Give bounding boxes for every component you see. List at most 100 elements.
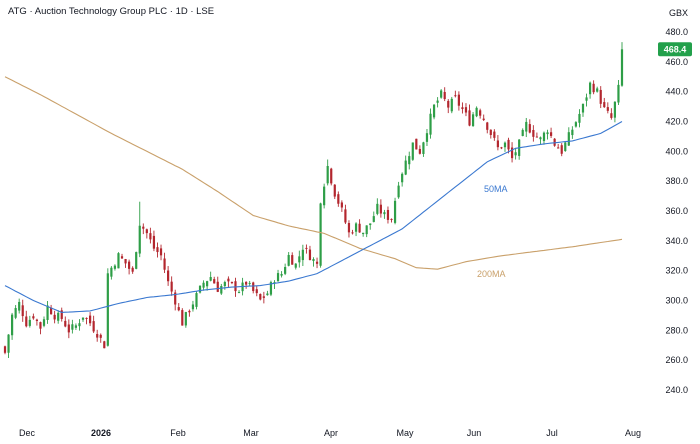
y-tick-label: 380.0 <box>665 176 688 186</box>
candle-body <box>411 142 414 160</box>
candle-body <box>106 273 109 346</box>
candle-body <box>440 90 443 98</box>
candle-body <box>308 249 312 261</box>
ma50-label: 50MA <box>484 184 508 194</box>
candle-body <box>468 110 471 126</box>
candle-body <box>408 156 411 165</box>
candle-body <box>457 94 460 106</box>
candle-body <box>252 282 255 292</box>
candle-body <box>21 305 24 317</box>
candle-body <box>432 104 436 118</box>
candle-body <box>390 218 393 220</box>
y-tick-label: 440.0 <box>665 87 688 97</box>
candle-body <box>32 316 35 319</box>
candle-body <box>532 129 535 137</box>
candle-body <box>588 82 592 95</box>
candle-body <box>340 202 343 208</box>
candle-body <box>312 259 315 262</box>
candle-body <box>525 121 528 132</box>
candle-body <box>443 91 446 100</box>
x-tick-label: Mar <box>243 428 259 438</box>
x-tick-label: May <box>396 428 414 438</box>
candle-body <box>294 263 297 268</box>
candle-body <box>415 138 418 150</box>
candle-body <box>78 323 81 327</box>
candle-body <box>319 203 322 266</box>
candle-body <box>386 209 390 220</box>
candle-body <box>539 137 542 140</box>
candle-body <box>174 292 177 305</box>
candle-body <box>237 292 241 294</box>
candle-body <box>269 282 273 295</box>
candle-body <box>418 148 421 154</box>
candle-body <box>603 102 606 108</box>
candle-body <box>298 256 301 263</box>
candle-body <box>315 261 319 264</box>
candle-body <box>436 100 439 103</box>
candle-body <box>213 279 216 284</box>
candle-body <box>617 84 620 103</box>
candle-body <box>35 319 39 321</box>
candle-body <box>372 216 375 222</box>
candle-body <box>234 281 237 292</box>
y-tick-label: 260.0 <box>665 355 688 365</box>
candle-body <box>553 138 556 146</box>
candle-body <box>25 316 28 327</box>
candle-body <box>496 140 499 148</box>
candle-body <box>596 88 599 92</box>
x-tick-label: Jul <box>546 428 558 438</box>
candle-body <box>227 278 230 282</box>
candle-body <box>422 142 425 154</box>
candle-body <box>557 147 560 149</box>
candle-body <box>528 124 531 133</box>
candle-body <box>351 232 354 234</box>
candle-body <box>145 229 148 234</box>
candle-body <box>323 186 326 206</box>
candle-body <box>305 247 308 249</box>
candle-body <box>230 282 234 284</box>
candle-body <box>347 223 351 233</box>
ma200-label: 200MA <box>477 269 506 279</box>
candle-body <box>567 132 570 146</box>
candle-body <box>124 259 127 264</box>
candle-body <box>284 267 287 274</box>
candle-body <box>376 203 379 214</box>
candle-body <box>393 200 397 223</box>
candle-body <box>156 247 159 253</box>
candle-body <box>67 324 70 333</box>
candle-body <box>142 226 145 229</box>
candle-body <box>337 194 340 204</box>
candle-body <box>170 281 173 292</box>
candle-body <box>475 107 478 117</box>
candle-body <box>464 107 468 113</box>
candle-body <box>486 122 489 130</box>
candle-body <box>362 232 365 235</box>
candle-body <box>592 83 595 93</box>
y-tick-label: 300.0 <box>665 296 688 306</box>
y-axis: 480.0 460.0 440.0 420.0 400.0 380.0 360.0 340.0… <box>665 27 688 395</box>
candle-body <box>503 142 507 148</box>
candle-body <box>159 248 163 256</box>
candle-body <box>266 293 269 296</box>
candle-body <box>578 113 581 123</box>
candles-layer <box>3 42 624 358</box>
x-tick-label: Aug <box>625 428 641 438</box>
candle-body <box>354 223 358 232</box>
candle-body <box>383 212 386 215</box>
candle-body <box>177 307 180 311</box>
candle-body <box>276 273 280 282</box>
candle-body <box>326 165 329 184</box>
candle-body <box>220 285 223 294</box>
candle-body <box>28 319 31 326</box>
candle-body <box>365 225 368 235</box>
candle-body <box>620 49 624 86</box>
candle-body <box>248 282 251 284</box>
y-tick-label: 420.0 <box>665 117 688 127</box>
candle-body <box>564 142 567 151</box>
candle-body <box>514 152 517 156</box>
candle-body <box>429 113 432 135</box>
x-tick-label: Feb <box>170 428 186 438</box>
candle-body <box>99 334 102 338</box>
last-price-badge: 468.4 <box>658 42 692 57</box>
